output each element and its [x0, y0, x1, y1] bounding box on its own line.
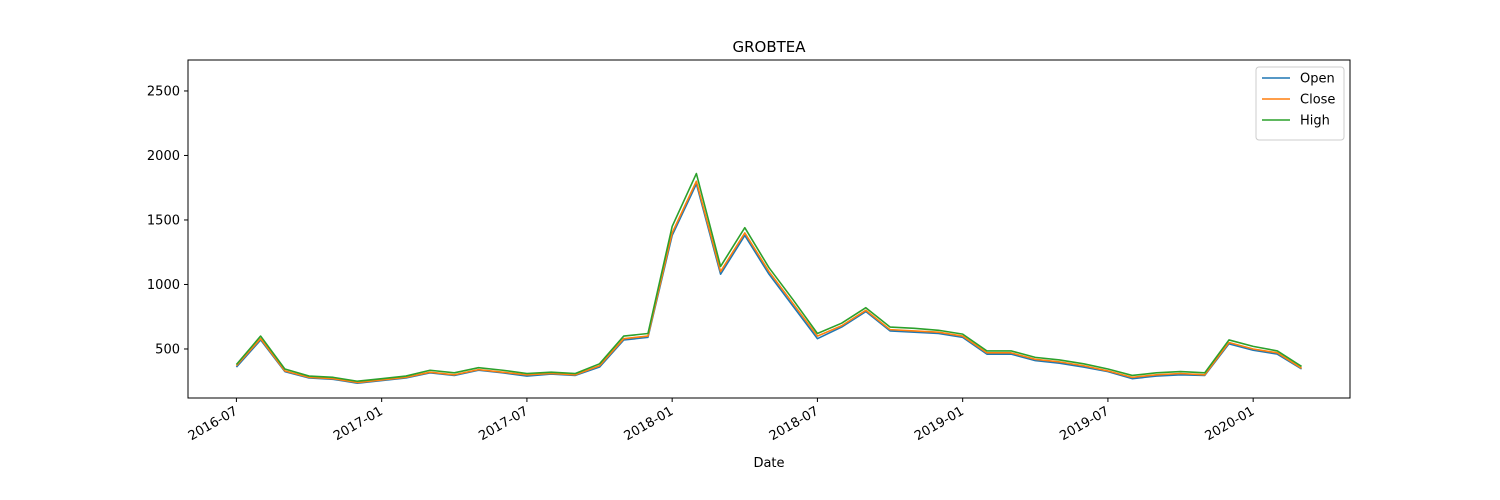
y-tick-label: 1000	[147, 278, 180, 293]
y-tick-label: 2000	[147, 149, 180, 164]
x-tick-label: 2018-07	[767, 404, 822, 444]
chart-title: GROBTEA	[732, 38, 806, 56]
x-tick-label: 2017-01	[331, 404, 386, 444]
x-tick-label: 2019-07	[1057, 404, 1112, 444]
x-tick-label: 2019-01	[912, 404, 967, 444]
series-line	[235, 172, 1303, 383]
x-tick-label: 2017-07	[476, 404, 531, 444]
legend-box	[1255, 66, 1345, 141]
y-tick-label: 2500	[147, 84, 180, 99]
legend-label: Open	[1300, 72, 1335, 87]
series-line	[235, 180, 1303, 384]
legend-label: High	[1300, 114, 1330, 129]
series-line	[235, 183, 1302, 384]
x-tick-label: 2020-01	[1203, 404, 1258, 444]
x-axis-label: Date	[753, 456, 784, 471]
legend-label: Close	[1300, 93, 1335, 108]
y-tick-label: 500	[155, 342, 180, 357]
axes-frame	[187, 59, 1351, 399]
y-tick-label: 1500	[147, 213, 180, 228]
x-tick-label: 2016-07	[186, 404, 241, 444]
x-tick-label: 2018-01	[622, 404, 677, 444]
